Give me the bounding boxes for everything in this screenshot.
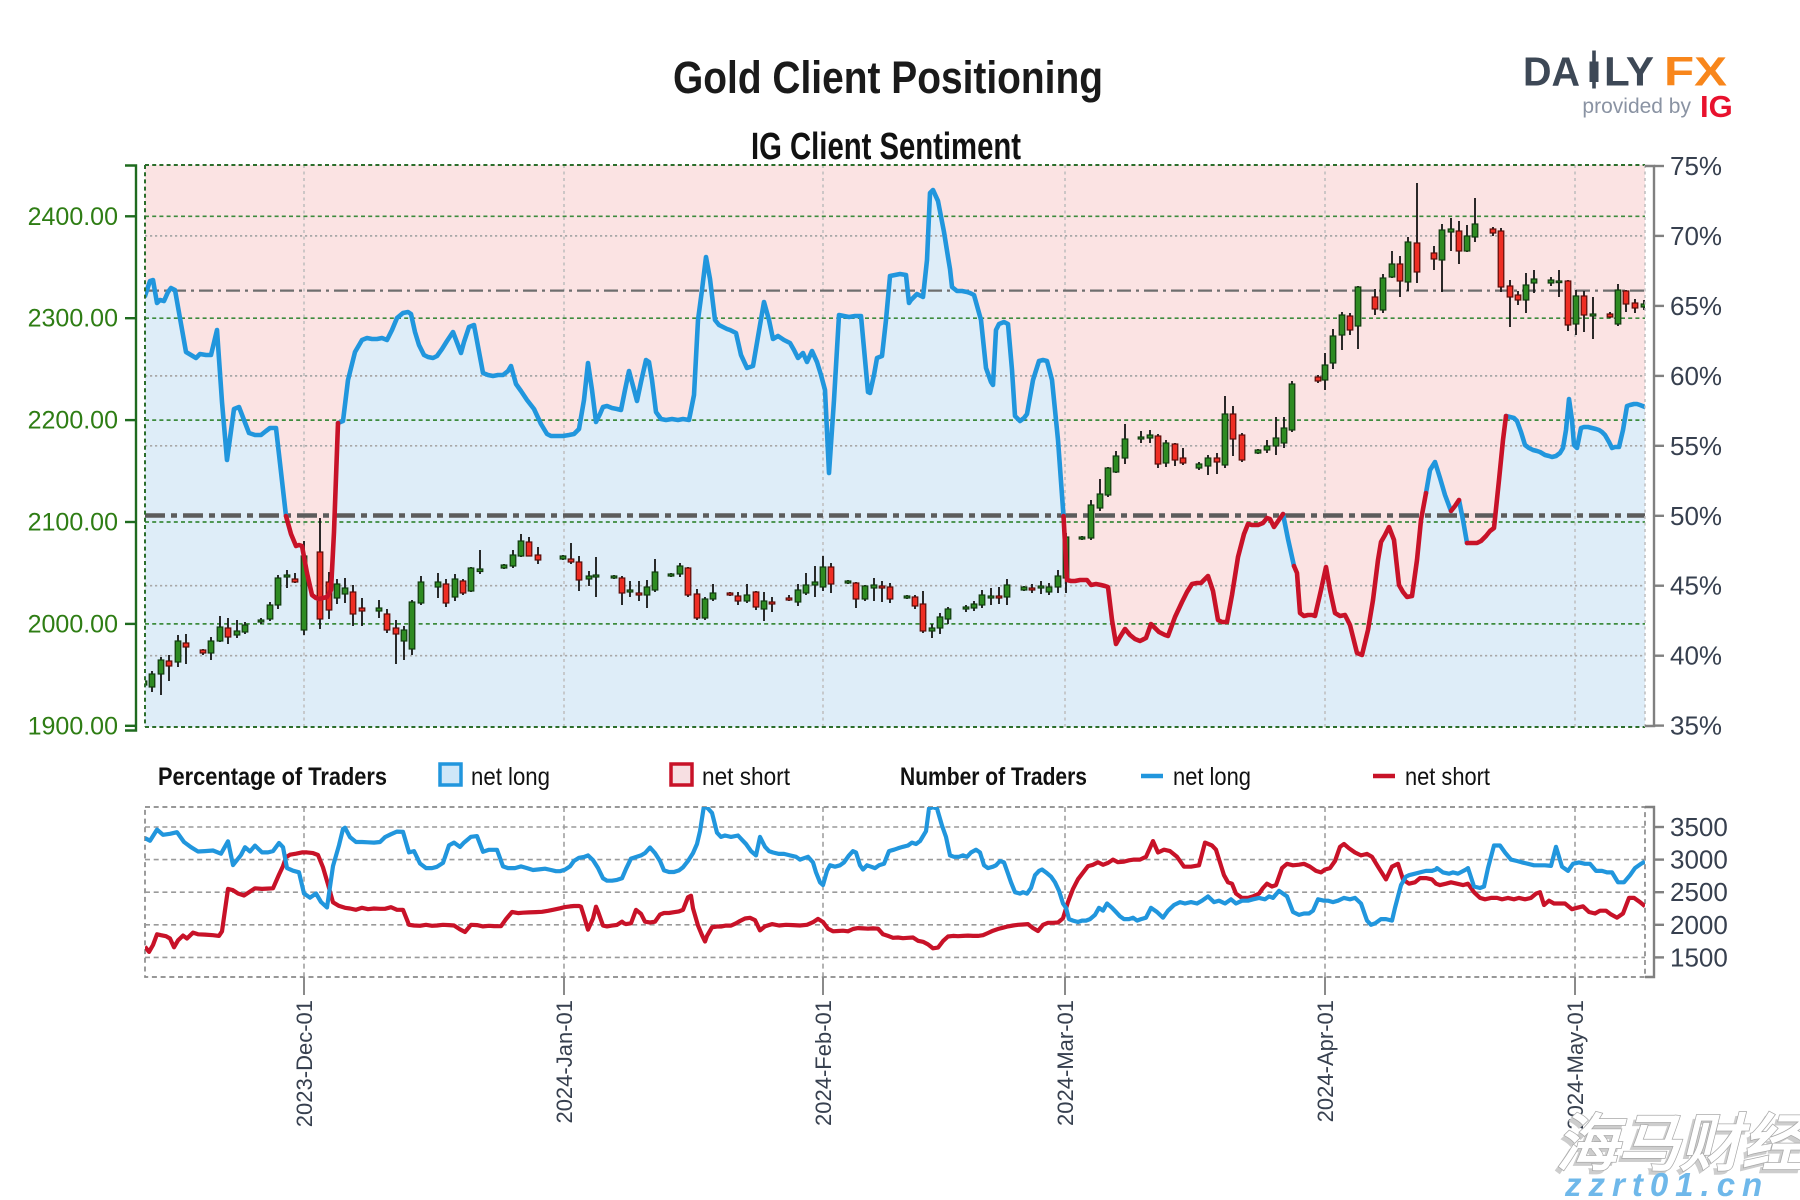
svg-text:2300.00: 2300.00 xyxy=(28,305,118,333)
svg-text:net short: net short xyxy=(1405,763,1490,791)
svg-text:IG Client Sentiment: IG Client Sentiment xyxy=(751,126,1021,168)
svg-text:net short: net short xyxy=(702,763,790,791)
svg-text:40%: 40% xyxy=(1670,641,1722,671)
svg-text:3500: 3500 xyxy=(1670,812,1728,842)
svg-text:Number of Traders: Number of Traders xyxy=(900,763,1087,791)
svg-text:60%: 60% xyxy=(1670,361,1722,391)
svg-text:2200.00: 2200.00 xyxy=(28,407,118,435)
svg-text:2024-Jan-01: 2024-Jan-01 xyxy=(552,1000,577,1124)
svg-text:net long: net long xyxy=(1173,763,1251,791)
svg-text:2000: 2000 xyxy=(1670,910,1728,940)
svg-text:provided by: provided by xyxy=(1582,95,1691,118)
svg-text:海马财经: 海马财经 xyxy=(1556,1110,1800,1179)
svg-text:45%: 45% xyxy=(1670,571,1722,601)
svg-text:75%: 75% xyxy=(1670,151,1722,181)
svg-text:2024-Mar-01: 2024-Mar-01 xyxy=(1053,1000,1078,1126)
svg-text:Gold Client Positioning: Gold Client Positioning xyxy=(673,52,1103,103)
svg-text:2000.00: 2000.00 xyxy=(28,610,118,638)
svg-text:2024-Apr-01: 2024-Apr-01 xyxy=(1313,1000,1338,1122)
svg-text:2024-Feb-01: 2024-Feb-01 xyxy=(811,1000,836,1126)
svg-text:2100.00: 2100.00 xyxy=(28,509,118,537)
svg-text:65%: 65% xyxy=(1670,291,1722,321)
svg-text:2400.00: 2400.00 xyxy=(28,203,118,231)
svg-text:35%: 35% xyxy=(1670,711,1722,741)
svg-text:2024-May-01: 2024-May-01 xyxy=(1563,1000,1588,1130)
svg-text:50%: 50% xyxy=(1670,501,1722,531)
svg-text:LY: LY xyxy=(1604,49,1654,95)
svg-text:Percentage of Traders: Percentage of Traders xyxy=(158,763,387,791)
svg-text:IG: IG xyxy=(1700,89,1733,124)
svg-text:zzrt01.cn: zzrt01.cn xyxy=(1564,1166,1769,1200)
svg-text:2023-Dec-01: 2023-Dec-01 xyxy=(292,1000,317,1127)
svg-text:70%: 70% xyxy=(1670,221,1722,251)
svg-text:DA: DA xyxy=(1523,49,1580,95)
svg-text:3000: 3000 xyxy=(1670,845,1728,875)
svg-text:1500: 1500 xyxy=(1670,942,1728,972)
svg-text:2500: 2500 xyxy=(1670,877,1728,907)
svg-text:海马财经: 海马财经 xyxy=(1552,1114,1800,1183)
svg-text:FX: FX xyxy=(1664,49,1727,95)
svg-text:1900.00: 1900.00 xyxy=(28,712,118,740)
svg-text:net long: net long xyxy=(471,763,550,791)
svg-text:55%: 55% xyxy=(1670,431,1722,461)
